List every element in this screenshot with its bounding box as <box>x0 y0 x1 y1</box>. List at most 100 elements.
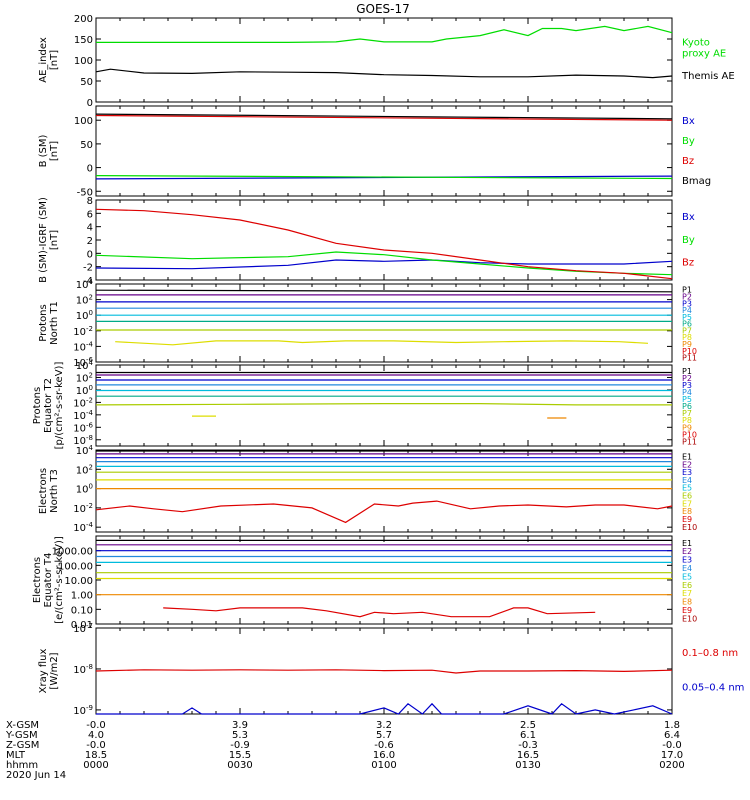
orbit-row-label: Y-GSM <box>5 730 38 741</box>
y-tick-label: 100 <box>74 116 93 127</box>
legend-entry: E10 <box>682 614 697 623</box>
legend-entry: P2 <box>682 293 692 302</box>
y-axis-label: ProtonsNorth T1 <box>38 301 60 345</box>
legend-entry: E6 <box>682 581 692 590</box>
legend-entry: Themis AE <box>681 71 735 82</box>
legend-entry: 0.1–0.8 nm <box>682 648 738 659</box>
y-tick-label: 100 <box>74 56 93 67</box>
legend-entry: E6 <box>682 492 692 501</box>
y-tick-label: 100 <box>76 384 93 397</box>
y-tick-label: 10-4 <box>73 409 93 422</box>
y-tick-label: 0 <box>87 249 93 260</box>
orbit-cell: -0.6 <box>374 740 394 751</box>
orbit-cell: 0130 <box>515 760 540 771</box>
legend-entry: Bmag <box>682 176 711 187</box>
legend-entry: P10 <box>682 430 697 439</box>
legend-entry: Bx <box>682 116 695 127</box>
orbit-row-label: MLT <box>6 750 26 761</box>
y-tick-label: 102 <box>76 371 93 384</box>
orbit-cell: 2.5 <box>520 720 536 731</box>
legend-entry: Kyoto proxy AE <box>682 38 726 60</box>
y-tick-label: 4 <box>87 223 93 234</box>
panel-5: 10410210010-210-410-610-8ProtonsEquator … <box>32 359 697 449</box>
orbit-cell: -0.9 <box>230 740 250 751</box>
legend-entry: E7 <box>682 499 692 508</box>
y-tick-label: 2 <box>87 236 93 247</box>
orbit-cell: 5.3 <box>232 730 248 741</box>
panel-3: 8 6 4 2 0 -2 -4 B (SM)-IGRF (SM)[nT] Bx By Bz <box>38 196 695 287</box>
series-themis-ae <box>95 68 673 79</box>
orbit-cell: 6.1 <box>520 730 536 741</box>
orbit-cell: 0000 <box>83 760 108 771</box>
y-tick-label: 10-8 <box>73 434 93 447</box>
series-p7 <box>95 403 672 406</box>
plot-title: GOES-17 <box>356 2 410 16</box>
orbit-cell: -0.0 <box>662 740 682 751</box>
panel-2: 100 50 0 -50 B (SM)[nT] Bx By Bz Bmag <box>38 105 711 198</box>
orbit-cell: 0030 <box>227 760 252 771</box>
legend-entry: P11 <box>682 354 697 363</box>
y-tick-label: 10-8 <box>73 663 93 676</box>
panel-6: 104 102 100 10-2 10-4 ElectronsNorth T3 E1E2E3… <box>38 444 697 534</box>
y-tick-label: 10-9 <box>73 704 93 717</box>
legend-entry: E9 <box>682 606 692 615</box>
y-axis-label: AE_index[nT] <box>38 37 60 83</box>
orbit-cell: 1.8 <box>664 720 680 731</box>
legend-entry: E10 <box>682 523 697 532</box>
y-tick-label: 6 <box>87 209 93 220</box>
y-tick-label: -50 <box>77 187 93 198</box>
panel-frame <box>95 17 673 103</box>
legend-entry: P5 <box>682 395 692 404</box>
y-tick-label: 100.00 <box>58 561 93 572</box>
legend-entry: P10 <box>682 347 697 356</box>
series-e9 <box>163 607 596 618</box>
panel-frame <box>95 449 673 533</box>
orbit-cell: 3.2 <box>376 720 392 731</box>
orbit-row-label: Z-GSM <box>6 740 39 751</box>
legend-entry: P4 <box>682 388 692 397</box>
y-tick-label: 104 <box>76 444 94 457</box>
y-axis-label: ElectronsNorth T3 <box>38 468 60 514</box>
legend-entry: P3 <box>682 299 692 308</box>
panel-frame <box>95 535 673 625</box>
legend-entry: P7 <box>682 409 692 418</box>
legend-entry: E7 <box>682 589 692 598</box>
y-tick-label: 10-2 <box>73 325 93 338</box>
series-bx <box>95 259 673 270</box>
legend-entry: P1 <box>682 367 692 376</box>
legend-entry: E8 <box>682 507 692 516</box>
panel-frame <box>95 283 673 363</box>
legend-entry: E5 <box>682 572 692 581</box>
legend-entry: P4 <box>682 306 692 315</box>
series-bz <box>95 114 673 121</box>
orbit-cell: -0.0 <box>86 720 106 731</box>
series-p8 <box>115 340 649 346</box>
orbit-row-label: X-GSM <box>6 720 39 731</box>
panel-1: 200 150 100 50 0 AE_index[nT] Kyoto proxy AE The… <box>38 14 735 109</box>
legend-entry: Bz <box>682 156 694 167</box>
y-tick-label: 10-2 <box>73 396 93 409</box>
series-kyoto-proxy-ae <box>96 25 673 44</box>
orbit-cell: -0.0 <box>86 740 106 751</box>
legend-entry: P11 <box>682 437 697 446</box>
y-tick-label: 10-6 <box>73 356 93 369</box>
panel-7: 1000.00 100.00 10.00 1.00 0.10 0.01 ElectronsE… <box>32 535 697 631</box>
y-axis-label: ProtonsEquator T2[p/(cm²-s-sr-keV)] <box>32 362 65 450</box>
y-tick-label: 1000.00 <box>52 547 93 558</box>
orbit-cell: 16.5 <box>517 750 539 761</box>
y-tick-label: 102 <box>76 463 93 476</box>
legend-entry: P2 <box>682 374 692 383</box>
legend-entry: By <box>682 235 695 246</box>
legend-entry: P6 <box>682 320 692 329</box>
y-axis-label: ElectronsEquator T4[e/(cm²-s-sr-keV)] <box>32 536 65 624</box>
orbit-cell: 15.5 <box>229 750 251 761</box>
legend-entry: E4 <box>682 564 692 573</box>
series-bz <box>95 208 673 280</box>
y-axis-label: B (SM)-IGRF (SM)[nT] <box>38 197 60 283</box>
legend-entry: Bz <box>682 258 694 269</box>
legend-entry: 0.05–0.4 nm <box>682 682 744 693</box>
legend-entry: E4 <box>682 476 692 485</box>
orbit-cell: 4.0 <box>88 730 104 741</box>
legend-entry: E3 <box>682 468 692 477</box>
